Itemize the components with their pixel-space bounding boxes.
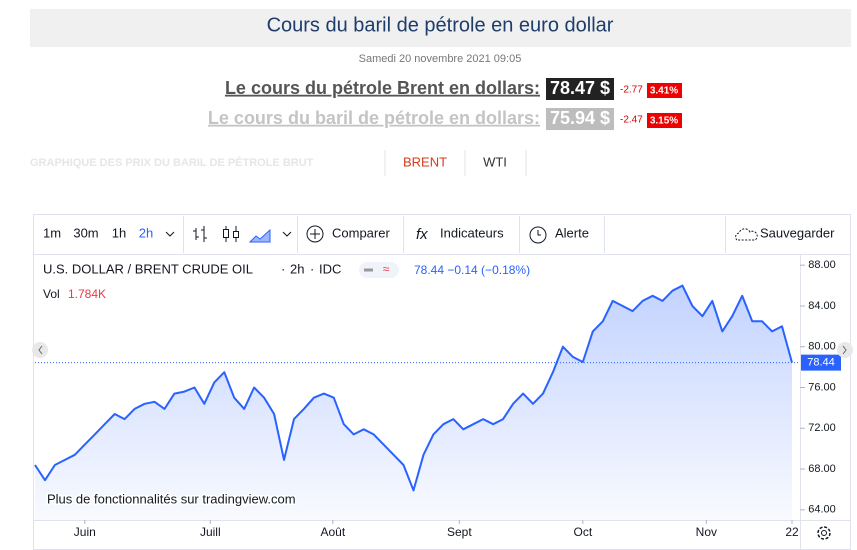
price-line: [34, 284, 793, 492]
compare-button[interactable]: Comparer: [332, 225, 390, 240]
area-icon[interactable]: [248, 228, 271, 243]
quote-price: 78.47 $: [550, 78, 610, 98]
quote-change: -2.47: [620, 115, 643, 126]
quote-percent: 3.41%: [650, 86, 678, 97]
dropdown-icon[interactable]: [282, 231, 292, 237]
tab[interactable]: BRENT: [403, 154, 447, 169]
legend-quote: 78.44 −0.14 (−0.18%): [414, 263, 530, 277]
volume-label: Vol: [43, 287, 60, 301]
last-price-label: 78.44: [807, 357, 835, 369]
y-tick-label: 88.00: [808, 259, 836, 271]
y-tick-label: 76.00: [808, 381, 836, 393]
y-tick-label: 68.00: [808, 463, 836, 475]
dot: ·: [281, 261, 285, 276]
area: [35, 285, 792, 520]
plot: 64.00 68.00 72.00 76.00 80.00 84.00 88.00 Juin J…: [34, 259, 841, 539]
y-tick-label: 80.00: [808, 341, 836, 353]
save-icon[interactable]: [735, 228, 758, 241]
source: IDC: [319, 261, 341, 276]
status-pill[interactable]: ≈: [383, 262, 390, 276]
alert-icon[interactable]: [529, 226, 547, 244]
quote-label[interactable]: Le cours du baril de pétrole en dollars:: [208, 108, 540, 128]
indicators-icon[interactable]: fx: [416, 226, 428, 243]
bars-icon[interactable]: [193, 226, 207, 242]
y-tick-label: 72.00: [808, 422, 836, 434]
candles-icon[interactable]: [233, 231, 239, 238]
scroll-left[interactable]: [38, 345, 43, 355]
percent-box: [647, 113, 682, 128]
x-tick-label: Oct: [573, 525, 592, 539]
price-box: [546, 78, 614, 100]
settings-icon[interactable]: [817, 526, 831, 540]
x-tick-label: Nov: [696, 525, 717, 539]
tab[interactable]: WTI: [483, 154, 507, 169]
interval-label: 2h: [290, 261, 304, 276]
status-pill[interactable]: [359, 262, 399, 278]
last-price-box: [801, 354, 841, 371]
y-tick-label: 64.00: [808, 504, 836, 516]
interval[interactable]: 2h: [139, 225, 153, 240]
save-button[interactable]: Sauvegarder: [760, 225, 835, 240]
interval[interactable]: 30m: [73, 225, 98, 240]
quote-percent: 3.15%: [650, 116, 678, 127]
y-tick-label: 84.00: [808, 300, 836, 312]
percent-box: [647, 83, 682, 98]
interval[interactable]: 1h: [112, 225, 126, 240]
volume: 1.784K: [68, 287, 106, 301]
interval[interactable]: 1m: [43, 225, 61, 240]
scroll-right[interactable]: [842, 345, 847, 355]
watermark[interactable]: Plus de fonctionnalités sur tradingview.…: [46, 490, 298, 508]
title-bar: [30, 9, 851, 47]
symbol: U.S. DOLLAR / BRENT CRUDE OIL: [43, 261, 253, 276]
candles-icon[interactable]: [223, 229, 229, 238]
x-tick-label: Juin: [74, 525, 96, 539]
date: Samedi 20 novembre 2021 09:05: [359, 53, 522, 65]
alert-icon[interactable]: [537, 230, 541, 236]
quote-price: 75.94 $: [550, 108, 610, 128]
page-title: Cours du baril de pétrole en euro dollar: [267, 14, 614, 36]
scroll-right[interactable]: [837, 342, 853, 358]
dot: ·: [310, 261, 314, 276]
quote-label[interactable]: Le cours du pétrole Brent en dollars:: [225, 78, 540, 98]
dropdown-icon[interactable]: [165, 231, 175, 237]
indicators-button[interactable]: Indicateurs: [440, 225, 504, 240]
x-tick-label: Sept: [447, 525, 472, 539]
compare-icon[interactable]: [310, 229, 320, 239]
x-tick-label: Juill: [200, 525, 221, 539]
tabs-heading: GRAPHIQUE DES PRIX DU BARIL DE PÉTROLE B…: [30, 156, 314, 169]
price-box: [546, 108, 614, 130]
alert-button[interactable]: Alerte: [555, 225, 589, 240]
x-tick-label: Août: [320, 525, 345, 539]
x-tick-label: 22: [785, 525, 799, 539]
scroll-left[interactable]: [32, 342, 48, 358]
compare-icon[interactable]: [306, 225, 324, 243]
quote-change: -2.77: [620, 85, 643, 96]
